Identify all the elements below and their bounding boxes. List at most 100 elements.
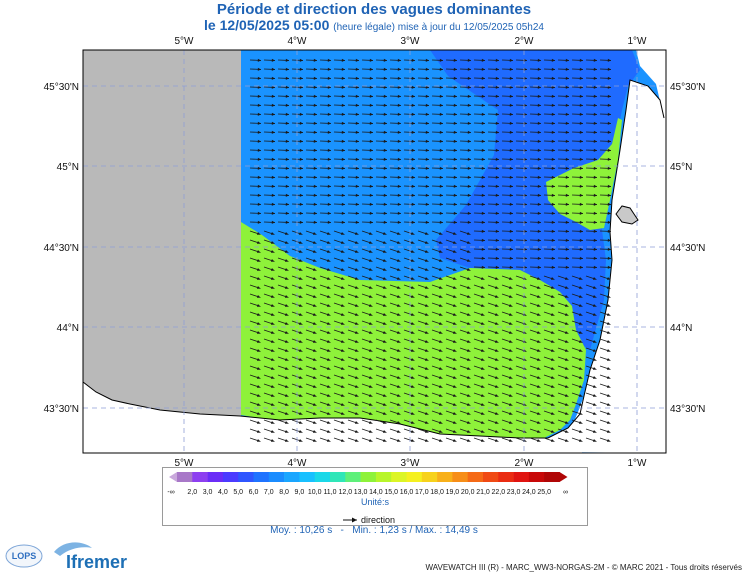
legend-label: 8,0 bbox=[279, 489, 289, 496]
lat-tick-right: 45°N bbox=[670, 162, 692, 173]
direction-legend-arrowhead bbox=[352, 517, 357, 523]
legend-label: 17,0 bbox=[415, 489, 429, 496]
legend-label: 21,0 bbox=[476, 489, 490, 496]
legend-label: 24,0 bbox=[522, 489, 536, 496]
legend-label: 19,0 bbox=[446, 489, 460, 496]
lon-tick-bottom: 3°W bbox=[401, 458, 421, 469]
legend-swatch bbox=[406, 472, 423, 482]
legend-label: 15,0 bbox=[384, 489, 398, 496]
direction-legend-label: direction bbox=[361, 515, 395, 525]
legend-label: 4,0 bbox=[218, 489, 228, 496]
update-note: (heure légale) mise à jour du 12/05/2025… bbox=[333, 22, 544, 33]
legend-label: 3,0 bbox=[203, 489, 213, 496]
wave-period-zone-green-coastal bbox=[546, 118, 622, 230]
legend-swatch bbox=[192, 472, 208, 482]
legend-swatch bbox=[498, 472, 514, 482]
lon-tick-bottom: 2°W bbox=[515, 458, 535, 469]
legend-swatch bbox=[299, 472, 315, 482]
chart-title: Période et direction des vagues dominant… bbox=[216, 1, 532, 18]
lat-tick-right: 44°N bbox=[670, 323, 692, 334]
legend-label: 6,0 bbox=[249, 489, 259, 496]
lops-logo-text: LOPS bbox=[12, 551, 37, 561]
legend-swatch bbox=[421, 472, 438, 482]
stat-separator: - bbox=[340, 525, 344, 536]
legend-unit: Unité:s bbox=[361, 497, 390, 507]
legend-label: 7,0 bbox=[264, 489, 274, 496]
graticule bbox=[83, 50, 666, 453]
legend-label-max: ∞ bbox=[563, 489, 568, 496]
legend-label: 23,0 bbox=[507, 489, 521, 496]
color-scale: -∞ 2,0 3,0 4,0 5,0 6,0 7,0 8,0 9,0 10,0 11,0 12,0 13… bbox=[167, 472, 568, 525]
lon-tick-top: 5°W bbox=[175, 36, 195, 47]
lat-tick-left: 43°30'N bbox=[44, 404, 79, 415]
legend-swatch bbox=[330, 472, 346, 482]
legend: -∞ 2,0 3,0 4,0 5,0 6,0 7,0 8,0 9,0 10,0 11,0 12,0 13… bbox=[162, 467, 588, 526]
legend-label: 5,0 bbox=[233, 489, 243, 496]
legend-label-min: -∞ bbox=[167, 489, 174, 496]
coastline bbox=[83, 79, 665, 439]
legend-swatch bbox=[284, 472, 300, 482]
lat-tick-left: 45°30'N bbox=[44, 82, 79, 93]
statistics: Moy. : 10,26 s - Min. : 1,23 s / Max. : … bbox=[0, 525, 748, 536]
direction-arrows bbox=[249, 58, 612, 442]
legend-swatch bbox=[483, 472, 499, 482]
map-frame bbox=[82, 49, 667, 454]
legend-swatch bbox=[238, 472, 254, 482]
legend-swatch bbox=[314, 472, 331, 482]
lon-tick-bottom: 1°W bbox=[628, 458, 648, 469]
lat-tick-right: 43°30'N bbox=[670, 404, 705, 415]
lat-tick-left: 44°30'N bbox=[44, 243, 79, 254]
footer-credit: WAVEWATCH III (R) - MARC_WW3-NORGAS-2M -… bbox=[425, 563, 742, 572]
lon-tick-bottom: 5°W bbox=[175, 458, 195, 469]
land-france bbox=[544, 50, 666, 453]
legend-label: 12,0 bbox=[338, 489, 352, 496]
legend-swatch bbox=[177, 472, 193, 482]
legend-label: 9,0 bbox=[295, 489, 305, 496]
legend-label: 14,0 bbox=[369, 489, 383, 496]
lon-tick-top: 1°W bbox=[628, 36, 648, 47]
chart-date-line: le 12/05/2025 05:00 (heure légale) mise … bbox=[0, 17, 748, 33]
legend-swatch bbox=[253, 472, 270, 482]
legend-swatch bbox=[437, 472, 453, 482]
legend-swatch bbox=[528, 472, 545, 482]
map-area bbox=[83, 50, 666, 453]
legend-label: 16,0 bbox=[400, 489, 414, 496]
legend-swatch bbox=[345, 472, 361, 482]
legend-label: 25,0 bbox=[537, 489, 551, 496]
ifremer-logo-text: Ifremer bbox=[66, 552, 128, 572]
legend-label: 2,0 bbox=[187, 489, 197, 496]
stat-mean: Moy. : 10,26 s bbox=[270, 525, 333, 536]
wave-period-zone-darkblue bbox=[430, 50, 640, 350]
legend-swatch bbox=[452, 472, 468, 482]
legend-arrow-right bbox=[559, 472, 568, 482]
legend-arrow-left bbox=[169, 472, 177, 482]
legend-swatch bbox=[222, 472, 239, 482]
lon-tick-bottom: 4°W bbox=[288, 458, 308, 469]
lon-tick-top: 2°W bbox=[515, 36, 535, 47]
axis-labels: 5°W 5°W 4°W 4°W 3°W 3°W 2°W 2°W 1°W 1°W 45°30'N 45°… bbox=[44, 36, 706, 469]
lat-tick-left: 45°N bbox=[57, 162, 79, 173]
legend-label: 20,0 bbox=[461, 489, 475, 496]
legend-swatch bbox=[375, 472, 392, 482]
lat-tick-left: 44°N bbox=[57, 323, 79, 334]
legend-label: 13,0 bbox=[354, 489, 368, 496]
model-mask-area bbox=[83, 50, 241, 453]
legend-label: 10,0 bbox=[308, 489, 322, 496]
legend-swatch bbox=[391, 472, 407, 482]
stat-min-max: Min. : 1,23 s / Max. : 14,49 s bbox=[352, 525, 478, 536]
legend-swatch bbox=[467, 472, 484, 482]
legend-swatch bbox=[268, 472, 285, 482]
chart-date: le 12/05/2025 05:00 bbox=[204, 17, 330, 33]
lops-logo: LOPS bbox=[5, 544, 43, 568]
ifremer-logo bbox=[54, 542, 92, 556]
legend-swatch bbox=[544, 472, 560, 482]
legend-swatch bbox=[207, 472, 224, 482]
legend-label: 11,0 bbox=[323, 489, 336, 496]
legend-label: 18,0 bbox=[430, 489, 444, 496]
legend-swatch bbox=[513, 472, 530, 482]
legend-label: 22,0 bbox=[491, 489, 505, 496]
lon-tick-top: 3°W bbox=[401, 36, 421, 47]
lat-tick-right: 44°30'N bbox=[670, 243, 705, 254]
lon-tick-top: 4°W bbox=[288, 36, 308, 47]
